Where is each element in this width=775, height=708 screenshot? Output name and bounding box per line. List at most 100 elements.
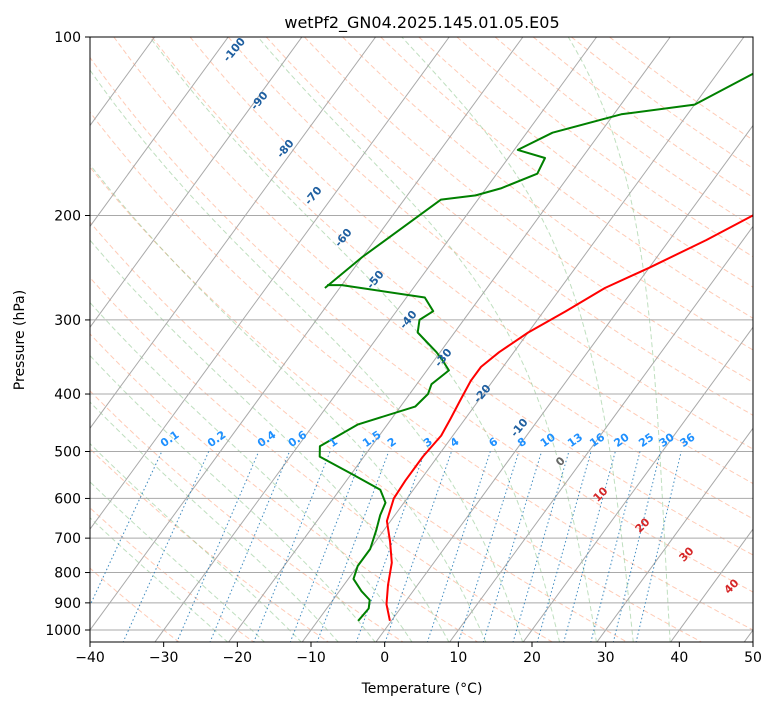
mixing-ratio-line [512,451,570,642]
dewpoint-line [324,72,753,289]
x-tick-label: 40 [670,650,688,666]
x-tick-label: 30 [597,650,615,666]
isotherm [90,37,229,228]
mixing-ratio-label: 0.4 [255,428,279,450]
mixing-ratio-label: 2 [385,435,399,450]
adiabat-label: 30 [677,544,697,564]
isotherm [375,124,753,642]
mixing-ratio-label: 36 [677,430,697,450]
mixing-ratio-label: 1 [326,435,340,450]
mixing-ratio-line [122,451,210,642]
isotherm [90,37,377,430]
mixing-ratio-line [209,451,290,642]
y-tick-label: 500 [54,444,81,460]
isotherm-label: -90 [248,89,271,113]
dry-adiabat [227,37,753,450]
mixing-ratio-line [384,451,452,642]
moist-adiabat [90,401,339,642]
mixing-ratio-line [482,451,543,642]
isotherm [90,37,524,631]
mixing-ratio-label: 1.5 [360,428,383,450]
mixing-ratio-label: 25 [636,431,656,450]
x-tick-label: 20 [523,650,541,666]
moist-adiabat [90,517,229,642]
moist-adiabat [90,239,450,642]
mixing-ratio-line [355,451,426,642]
moist-adiabat [90,354,376,642]
mixing-ratio-line [536,451,592,642]
dry-adiabat [380,37,753,319]
mixing-ratio-label: 13 [565,431,585,450]
mixing-ratio-lines [90,451,682,642]
dry-adiabat [90,567,180,642]
mixing-ratio-line [457,451,520,642]
dry-adiabat [90,56,753,593]
moist-adiabat [90,442,302,642]
mixing-ratio-line [176,451,260,642]
mixing-ratio-label: 0.6 [286,428,310,450]
moist-adiabat [149,37,561,642]
x-tick-label: −20 [223,650,253,666]
y-axis-label: Pressure (hPa) [12,290,28,390]
x-tick-label: 10 [449,650,467,666]
dry-adiabat [90,111,753,631]
mixing-ratio-line [563,451,616,642]
adiabat-label: 40 [722,576,742,596]
y-tick-label: 900 [54,596,81,612]
isotherm [670,528,753,642]
y-tick-label: 400 [54,387,81,403]
mixing-ratio-line [590,451,641,642]
series-group [318,72,753,622]
dry-adiabat [494,37,753,228]
dry-adiabat [456,37,753,258]
background-lines [90,37,753,642]
mixing-ratio-label: 10 [538,430,558,450]
isotherm-label: -80 [274,137,297,161]
y-tick-label: 700 [54,531,81,547]
isotherm [301,37,745,642]
isotherm [522,326,753,642]
chart-title: wetPf2_GN04.2025.145.01.05.E05 [284,13,559,33]
x-tick-label: −40 [75,650,105,666]
dewpoint-line [318,284,450,622]
isotherm-label: -20 [471,382,494,406]
isotherm-label: -70 [302,184,325,208]
y-tick-label: 300 [54,313,81,329]
x-tick-label: 50 [744,650,762,666]
mixing-ratio-line [90,451,163,607]
y-tick-label: 100 [54,30,81,46]
mixing-ratio-line [426,451,491,642]
x-tick-label: −10 [296,650,326,666]
isotherm [154,37,598,642]
plot-frame [89,36,754,643]
y-axis: 100 200 300 400 500 600 700 800 900 1000 [45,30,90,639]
mixing-ratio-label: 3 [421,435,435,450]
x-tick-label: 0 [380,650,389,666]
dry-adiabat [90,507,255,642]
dry-adiabat [265,37,753,416]
isotherm [90,37,303,329]
dry-adiabat [90,333,479,642]
dry-adiabat [90,221,628,642]
mixing-ratio-label: 6 [487,435,501,450]
y-tick-label: 600 [54,491,81,507]
dry-adiabat [90,448,330,642]
isotherm [90,37,450,531]
dry-adiabat [304,37,753,383]
x-axis: −40 −30 −20 −10 0 10 20 30 40 50 [75,642,762,666]
mixing-ratio-line [612,451,661,642]
isotherm [596,427,753,642]
moist-adiabat [401,37,634,642]
moist-adiabat [257,37,597,642]
moist-adiabat [90,481,266,642]
isotherm [449,225,753,642]
dry-adiabat [90,276,554,642]
dry-adiabat [113,37,753,556]
grid [90,37,753,642]
y-tick-label: 800 [54,566,81,582]
mixing-ratio-line [635,451,682,642]
dry-adiabat [342,37,753,351]
x-tick-label: −30 [149,650,179,666]
mixing-ratio-label: 0.2 [205,428,228,450]
